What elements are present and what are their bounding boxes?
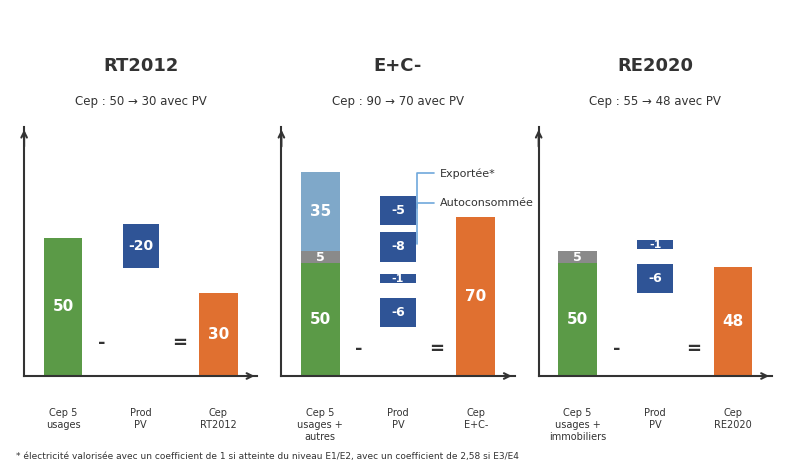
Text: -1: -1 xyxy=(391,274,404,283)
Bar xyxy=(557,263,596,376)
Text: =: = xyxy=(686,340,701,358)
Text: Cep
E+C-: Cep E+C- xyxy=(463,408,487,430)
Text: E+C-: E+C- xyxy=(373,57,422,75)
Bar xyxy=(713,267,752,376)
Bar xyxy=(300,251,339,263)
Text: Prod
PV: Prod PV xyxy=(130,408,151,430)
Text: =: = xyxy=(172,334,187,352)
Text: 70: 70 xyxy=(464,289,486,304)
Text: Exportée*: Exportée* xyxy=(416,168,495,208)
Text: Prod
PV: Prod PV xyxy=(387,408,408,430)
Text: Prod
PV: Prod PV xyxy=(644,408,665,430)
Text: =: = xyxy=(429,340,444,358)
Text: 50: 50 xyxy=(52,299,74,314)
Text: Cep
RE2020: Cep RE2020 xyxy=(713,408,751,430)
Text: -: - xyxy=(612,340,619,358)
Bar xyxy=(557,251,596,263)
Text: -8: -8 xyxy=(390,241,405,253)
Text: -: - xyxy=(355,340,362,358)
Text: RT2012: RT2012 xyxy=(103,57,178,75)
Text: Cep : 90 → 70 avec PV: Cep : 90 → 70 avec PV xyxy=(332,95,463,108)
Text: -20: -20 xyxy=(128,239,153,253)
Text: Cep : 50 → 30 avec PV: Cep : 50 → 30 avec PV xyxy=(75,95,206,108)
Bar xyxy=(380,196,415,226)
Bar xyxy=(198,293,238,376)
Text: 5: 5 xyxy=(573,251,581,264)
Text: RE2020: RE2020 xyxy=(617,57,692,75)
Text: 50: 50 xyxy=(309,312,331,327)
Bar xyxy=(123,224,158,268)
Text: Cep 5
usages: Cep 5 usages xyxy=(46,408,80,430)
Text: 5: 5 xyxy=(316,251,324,264)
Text: Cep 5
usages +
immobiliers: Cep 5 usages + immobiliers xyxy=(548,408,605,442)
Text: -: - xyxy=(98,334,105,352)
Text: Cep : 55 → 48 avec PV: Cep : 55 → 48 avec PV xyxy=(589,95,720,108)
Text: -6: -6 xyxy=(647,272,662,285)
Bar xyxy=(43,238,82,376)
Bar xyxy=(637,240,672,249)
Bar xyxy=(300,263,339,376)
Text: 30: 30 xyxy=(207,327,229,342)
Text: 48: 48 xyxy=(721,314,743,329)
Text: -1: -1 xyxy=(648,240,661,250)
Text: 50: 50 xyxy=(566,312,588,327)
Bar xyxy=(300,172,339,251)
Bar xyxy=(380,274,415,283)
Text: Cep
RT2012: Cep RT2012 xyxy=(200,408,237,430)
Text: -6: -6 xyxy=(390,306,405,319)
Bar xyxy=(637,264,672,293)
Text: Autoconsommée: Autoconsommée xyxy=(416,198,533,244)
Text: -5: -5 xyxy=(390,204,405,217)
Bar xyxy=(380,298,415,327)
Bar xyxy=(380,232,415,262)
Text: Cep 5
usages +
autres: Cep 5 usages + autres xyxy=(297,408,343,442)
Bar xyxy=(455,218,495,376)
Text: * électricité valorisée avec un coefficient de 1 si atteinte du niveau E1/E2, av: * électricité valorisée avec un coeffici… xyxy=(16,452,518,461)
Text: 35: 35 xyxy=(309,204,331,219)
